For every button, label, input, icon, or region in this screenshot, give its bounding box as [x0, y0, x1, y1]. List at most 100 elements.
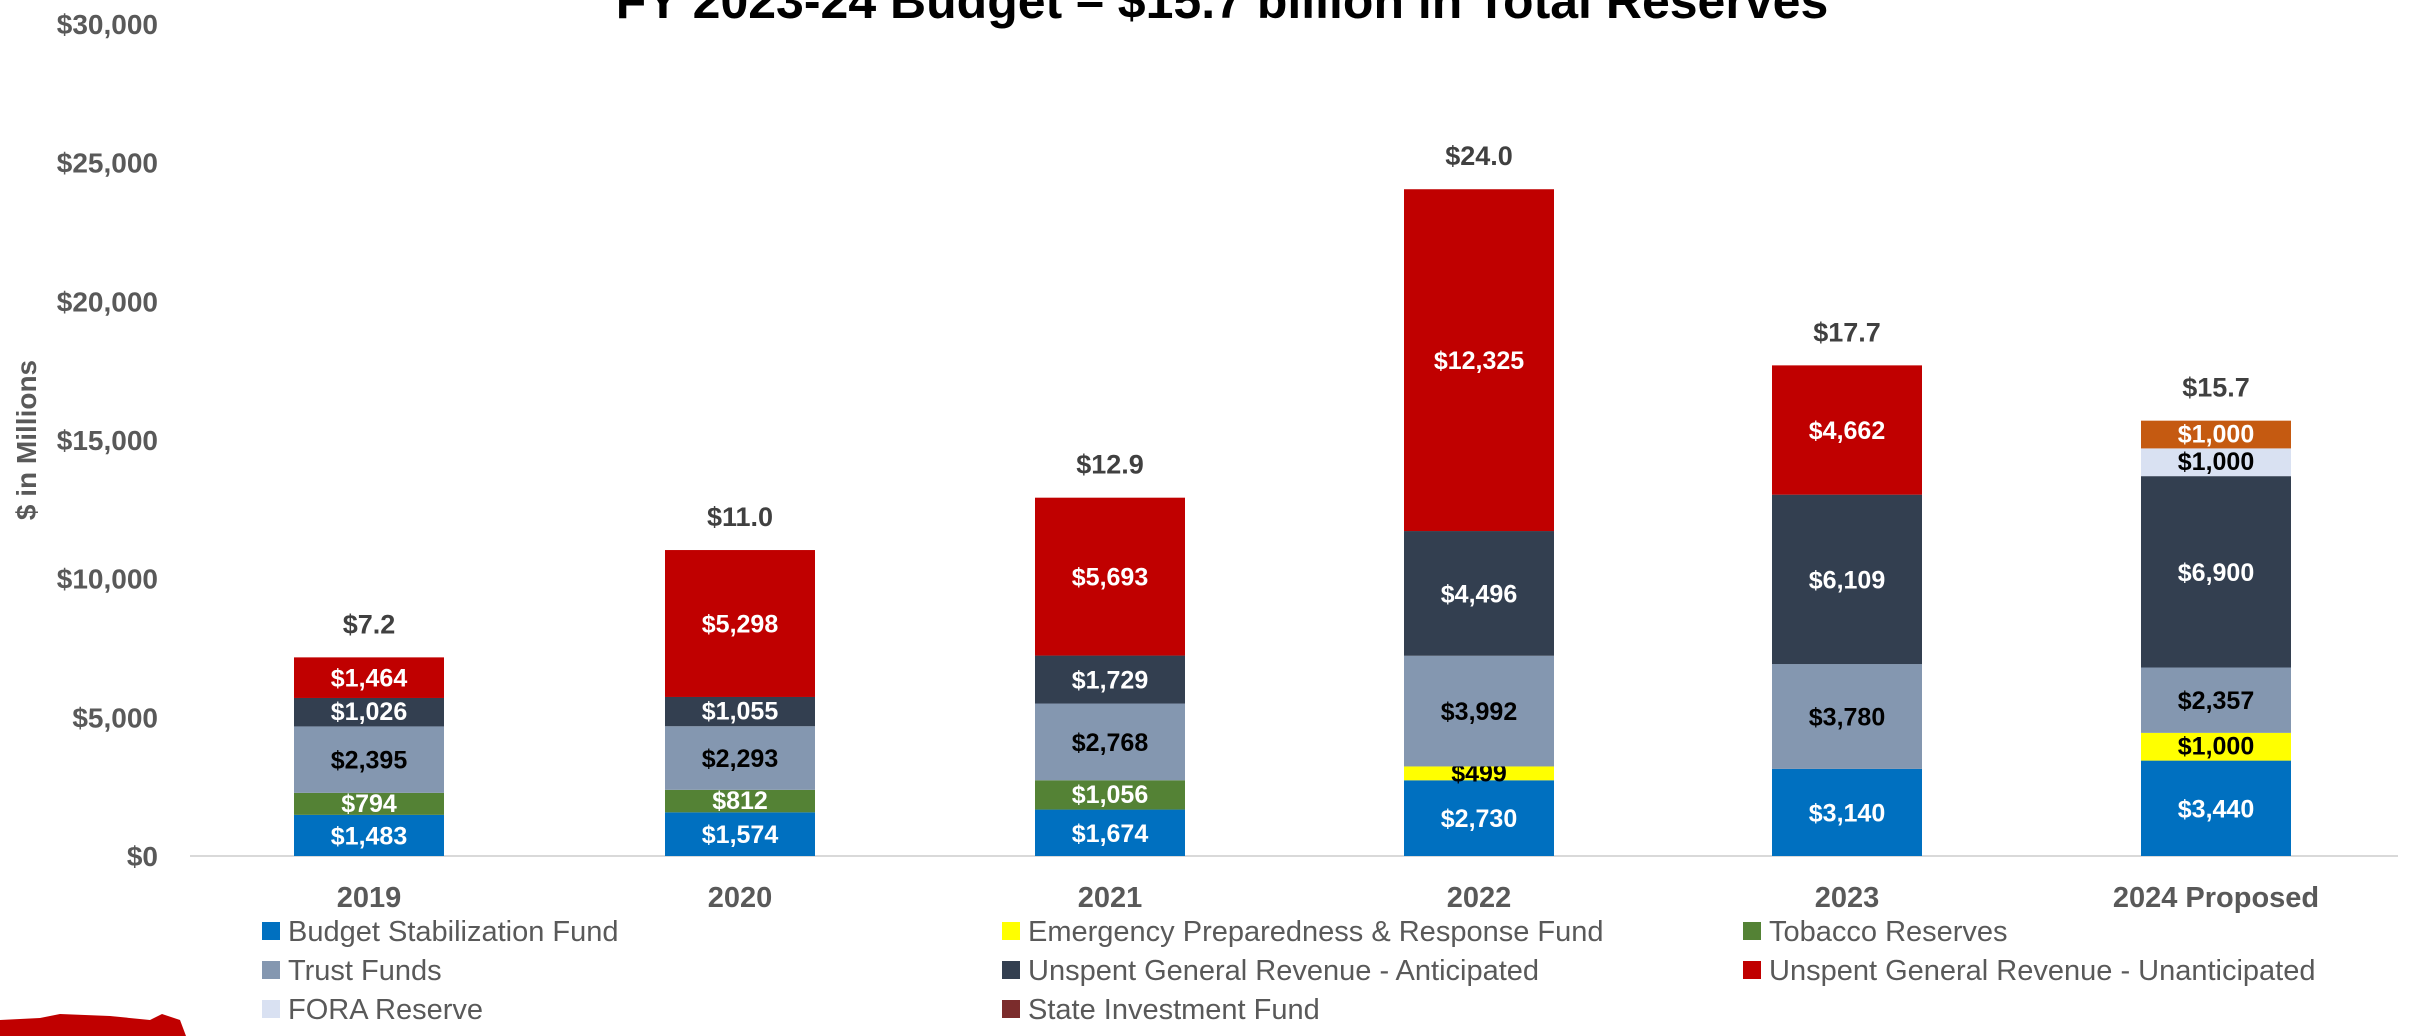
bar-segment — [1035, 497, 1185, 656]
bar-segment — [665, 789, 815, 813]
bar-total-label: $7.2 — [343, 609, 396, 639]
y-axis: $0 $5,000 $10,000 $15,000 $20,000 $25,000 $30,… — [57, 9, 158, 872]
bar-segment — [1772, 494, 1922, 665]
x-tick-label: 2019 — [337, 882, 402, 914]
bar-segment — [294, 697, 444, 727]
legend-item: Budget Stabilization Fund — [262, 916, 619, 948]
bar-segment — [1772, 664, 1922, 769]
y-tick-label: $0 — [127, 841, 158, 872]
bar-value-label: $1,000 — [2178, 448, 2254, 476]
y-tick-label: $25,000 — [57, 148, 158, 179]
bar-segment — [1404, 189, 1554, 532]
bar-value-label: $1,056 — [1072, 781, 1148, 809]
legend-label: Unspent General Revenue - Unanticipated — [1769, 955, 2316, 987]
bar-segment — [665, 696, 815, 727]
bar-value-label: $1,000 — [2178, 733, 2254, 761]
bar-segment — [1404, 531, 1554, 656]
legend-swatch — [262, 922, 280, 940]
y-axis-label: $ in Millions — [11, 360, 42, 520]
bar-value-label: $6,109 — [1809, 566, 1885, 594]
bar-value-label: $12,325 — [1434, 347, 1524, 375]
bar-value-label: $1,574 — [702, 821, 779, 849]
legend-swatch — [1743, 961, 1761, 979]
bar-segment — [2141, 732, 2291, 761]
bar-value-label: $5,298 — [702, 611, 779, 639]
x-tick-label: 2023 — [1815, 882, 1880, 914]
bar-value-label: $2,395 — [331, 747, 408, 775]
x-axis-ticks: 2019 2020 2021 2022 2023 2024 Proposed — [337, 882, 2319, 914]
y-tick-label: $5,000 — [72, 702, 158, 733]
legend-label: Trust Funds — [288, 955, 442, 987]
bar-value-label: $794 — [341, 790, 397, 818]
bar-segment — [665, 812, 815, 856]
bar-total-label: $24.0 — [1445, 141, 1513, 171]
legend-label: State Investment Fund — [1028, 994, 1320, 1026]
bar-total-label: $11.0 — [707, 502, 773, 532]
bar-segment — [294, 792, 444, 815]
legend-swatch — [1002, 1000, 1020, 1018]
bar-segment — [1772, 768, 1922, 856]
bar-total-label: $15.7 — [2182, 373, 2250, 403]
x-tick-label: 2024 Proposed — [2113, 882, 2319, 914]
bar-total-label: $17.7 — [1813, 317, 1881, 347]
bar-value-label: $2,357 — [2178, 687, 2254, 715]
bar-segment — [1404, 766, 1554, 781]
bar-segment — [665, 726, 815, 790]
legend-item: FORA Reserve — [262, 994, 483, 1026]
bars: $1,483 $794 $2,395 $1,026 $1,464 $1,574 $812 $2… — [294, 189, 2291, 856]
legend-item: Unspent General Revenue - Anticipated — [1002, 955, 1539, 987]
bar-value-label: $1,729 — [1072, 667, 1148, 695]
bar-segment — [294, 657, 444, 698]
bar-segment — [1035, 809, 1185, 856]
bar-segment — [665, 550, 815, 697]
legend-item: Tobacco Reserves — [1743, 916, 2008, 948]
bar-value-label: $3,780 — [1809, 704, 1885, 732]
state-logo-shape — [0, 1014, 186, 1036]
bar-value-label: $2,768 — [1072, 729, 1149, 757]
x-tick-label: 2021 — [1078, 882, 1143, 914]
bar-value-label: $4,496 — [1441, 580, 1517, 608]
bar-segment — [1035, 655, 1185, 704]
bar-value-label: $1,026 — [331, 698, 407, 726]
y-tick-label: $15,000 — [57, 425, 158, 456]
legend-item: Unspent General Revenue - Unanticipated — [1743, 955, 2316, 987]
legend-item: State Investment Fund — [1002, 994, 1320, 1026]
bar-value-label: $812 — [712, 787, 768, 815]
bar-value-label: $1,055 — [702, 698, 779, 726]
legend-swatch — [1002, 961, 1020, 979]
legend-label: Unspent General Revenue - Anticipated — [1028, 955, 1539, 987]
bar-segment — [1404, 780, 1554, 856]
bar-segment — [294, 726, 444, 793]
bar-value-label: $1,674 — [1072, 820, 1149, 848]
legend-swatch — [262, 961, 280, 979]
bar-segment — [294, 814, 444, 856]
legend-label: Budget Stabilization Fund — [288, 916, 619, 948]
legend-swatch — [1743, 922, 1761, 940]
y-tick-label: $30,000 — [57, 9, 158, 40]
bar-segment — [2141, 760, 2291, 856]
bar-value-label: $3,992 — [1441, 698, 1517, 726]
bar-value-label: $4,662 — [1809, 417, 1885, 445]
bar-value-label: $3,440 — [2178, 795, 2254, 823]
bar-value-label: $1,000 — [2178, 420, 2254, 448]
y-tick-label: $20,000 — [57, 286, 158, 317]
bar-segment — [2141, 667, 2291, 733]
bar-value-label: $1,483 — [331, 822, 407, 850]
y-tick-label: $10,000 — [57, 564, 158, 595]
legend-item: Trust Funds — [262, 955, 442, 987]
bar-segment — [1404, 655, 1554, 767]
bar-total-label: $12.9 — [1076, 450, 1144, 480]
x-tick-label: 2022 — [1447, 882, 1512, 914]
total-labels: $7.2 $11.0 $12.9 $24.0 $17.7 $15.7 — [343, 141, 2250, 639]
bar-value-label: $5,693 — [1072, 564, 1148, 592]
legend: Budget Stabilization Fund Emergency Prepa… — [262, 916, 2316, 1026]
bar-segment — [1772, 365, 1922, 495]
bar-value-label: $3,140 — [1809, 799, 1885, 827]
bar-value-label: $2,730 — [1441, 805, 1517, 833]
legend-label: FORA Reserve — [288, 994, 483, 1026]
bar-value-label: $2,293 — [702, 745, 778, 773]
bar-value-label: $6,900 — [2178, 559, 2254, 587]
legend-label: Tobacco Reserves — [1769, 916, 2008, 948]
legend-item: Emergency Preparedness & Response Fund — [1002, 916, 1603, 948]
